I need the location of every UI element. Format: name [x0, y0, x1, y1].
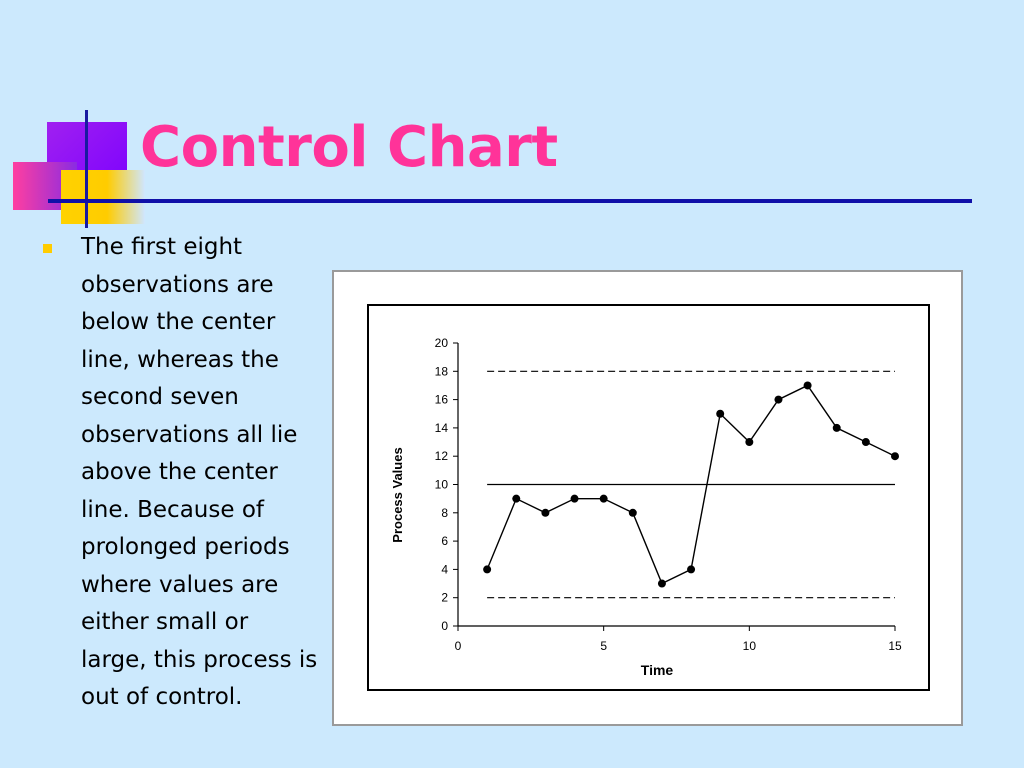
y-tick-label: 8 — [441, 506, 448, 520]
data-point — [570, 494, 579, 503]
data-point — [716, 409, 725, 418]
data-point — [657, 579, 666, 588]
data-point — [891, 452, 899, 461]
y-tick-label: 2 — [441, 591, 448, 605]
data-point — [483, 565, 492, 574]
data-point — [832, 423, 841, 432]
chart-inner-border — [367, 304, 930, 691]
x-tick-label: 0 — [455, 639, 462, 653]
data-point — [687, 565, 696, 574]
y-tick-label: 12 — [435, 449, 449, 463]
chart-frame: 0 2 4 6 8 10 12 14 16 18 20 0 5 10 15 Time Process Val… — [332, 270, 963, 726]
data-point — [599, 494, 608, 503]
data-point — [745, 438, 754, 447]
y-tick-label: 20 — [435, 336, 449, 350]
y-tick-label: 14 — [435, 421, 449, 435]
x-tick-label: 5 — [600, 639, 607, 653]
y-tick-label: 10 — [435, 478, 449, 492]
x-tick-label: 15 — [888, 639, 902, 653]
y-tick-label: 18 — [435, 364, 449, 378]
y-tick-label: 16 — [435, 393, 449, 407]
data-point — [861, 438, 870, 447]
control-chart: 0 2 4 6 8 10 12 14 16 18 20 0 5 10 15 Time Process Val… — [367, 304, 930, 691]
decor-yellow-square — [61, 170, 145, 224]
x-axis-label: Time — [641, 662, 674, 678]
x-tick-label: 10 — [743, 639, 757, 653]
decor-vertical-rule — [85, 110, 88, 228]
y-tick-label: 6 — [441, 534, 448, 548]
bullet-text: The first eight observations are below t… — [81, 234, 318, 710]
y-tick-label: 4 — [441, 562, 448, 576]
data-point — [512, 494, 521, 503]
data-point — [803, 381, 812, 390]
data-point — [774, 395, 783, 404]
slide-title: Control Chart — [140, 115, 558, 180]
y-tick-label: 0 — [441, 619, 448, 633]
title-underline-rule — [48, 199, 972, 203]
data-point — [628, 508, 637, 517]
y-axis-label: Process Values — [390, 447, 405, 542]
bullet-icon — [43, 244, 52, 253]
data-point — [541, 508, 550, 517]
